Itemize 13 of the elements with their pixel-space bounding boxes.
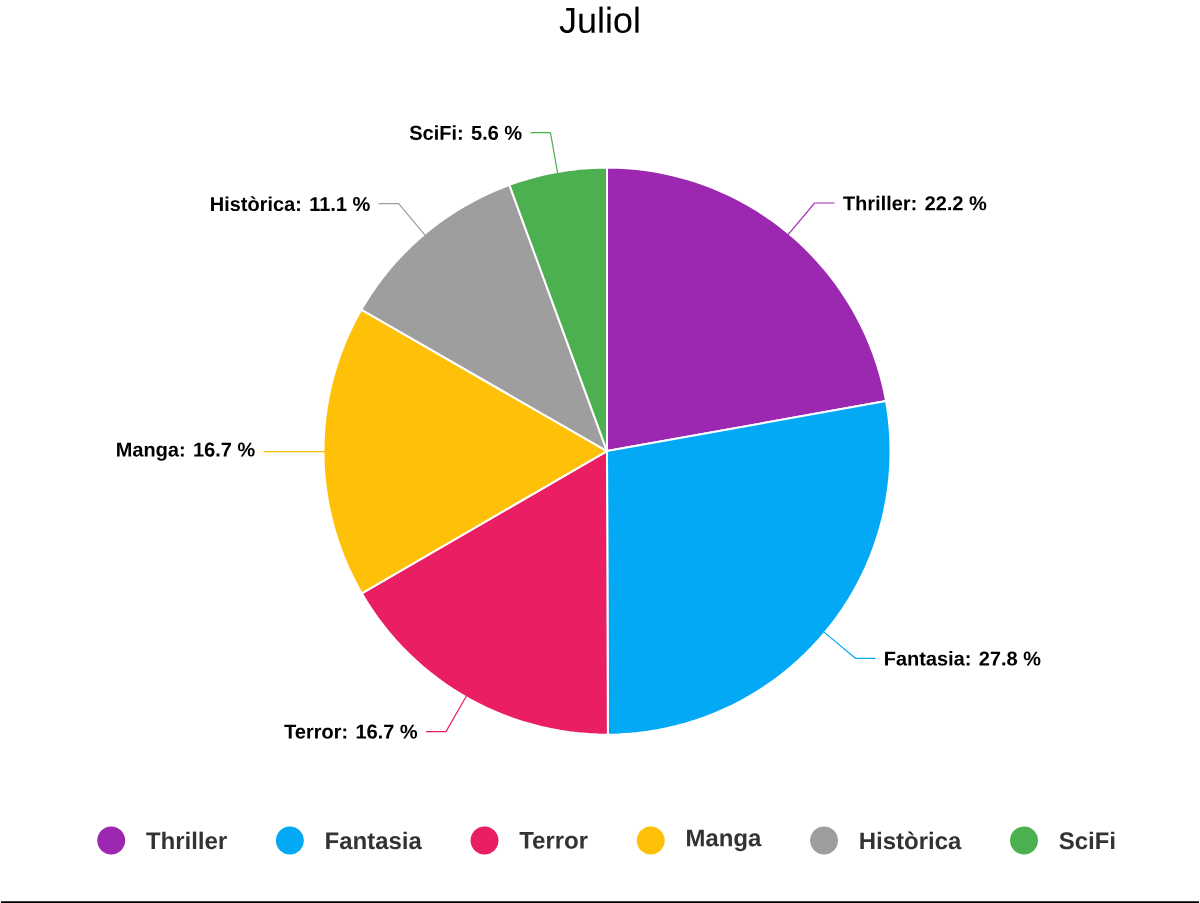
legend-label: Fantasia — [326, 831, 422, 850]
data-label: Manga: 16.7 % — [117, 442, 255, 461]
data-label: Terror: 16.7 % — [284, 724, 418, 739]
legend-label: SciFi — [1059, 831, 1115, 850]
data-label: SciFi: 5.6 % — [409, 125, 522, 140]
data-label: Històrica: 11.1 % — [211, 196, 370, 211]
chart-title: Juliol — [559, 6, 639, 33]
legend-label: Històrica — [860, 831, 962, 850]
data-label: Fantasia: 27.8 % — [885, 650, 1041, 666]
legend-label: Terror — [519, 831, 588, 849]
legend-label: Thriller — [146, 831, 227, 850]
data-label: Thriller: 22.2 % — [843, 195, 987, 211]
legend-label: Manga — [687, 829, 762, 852]
